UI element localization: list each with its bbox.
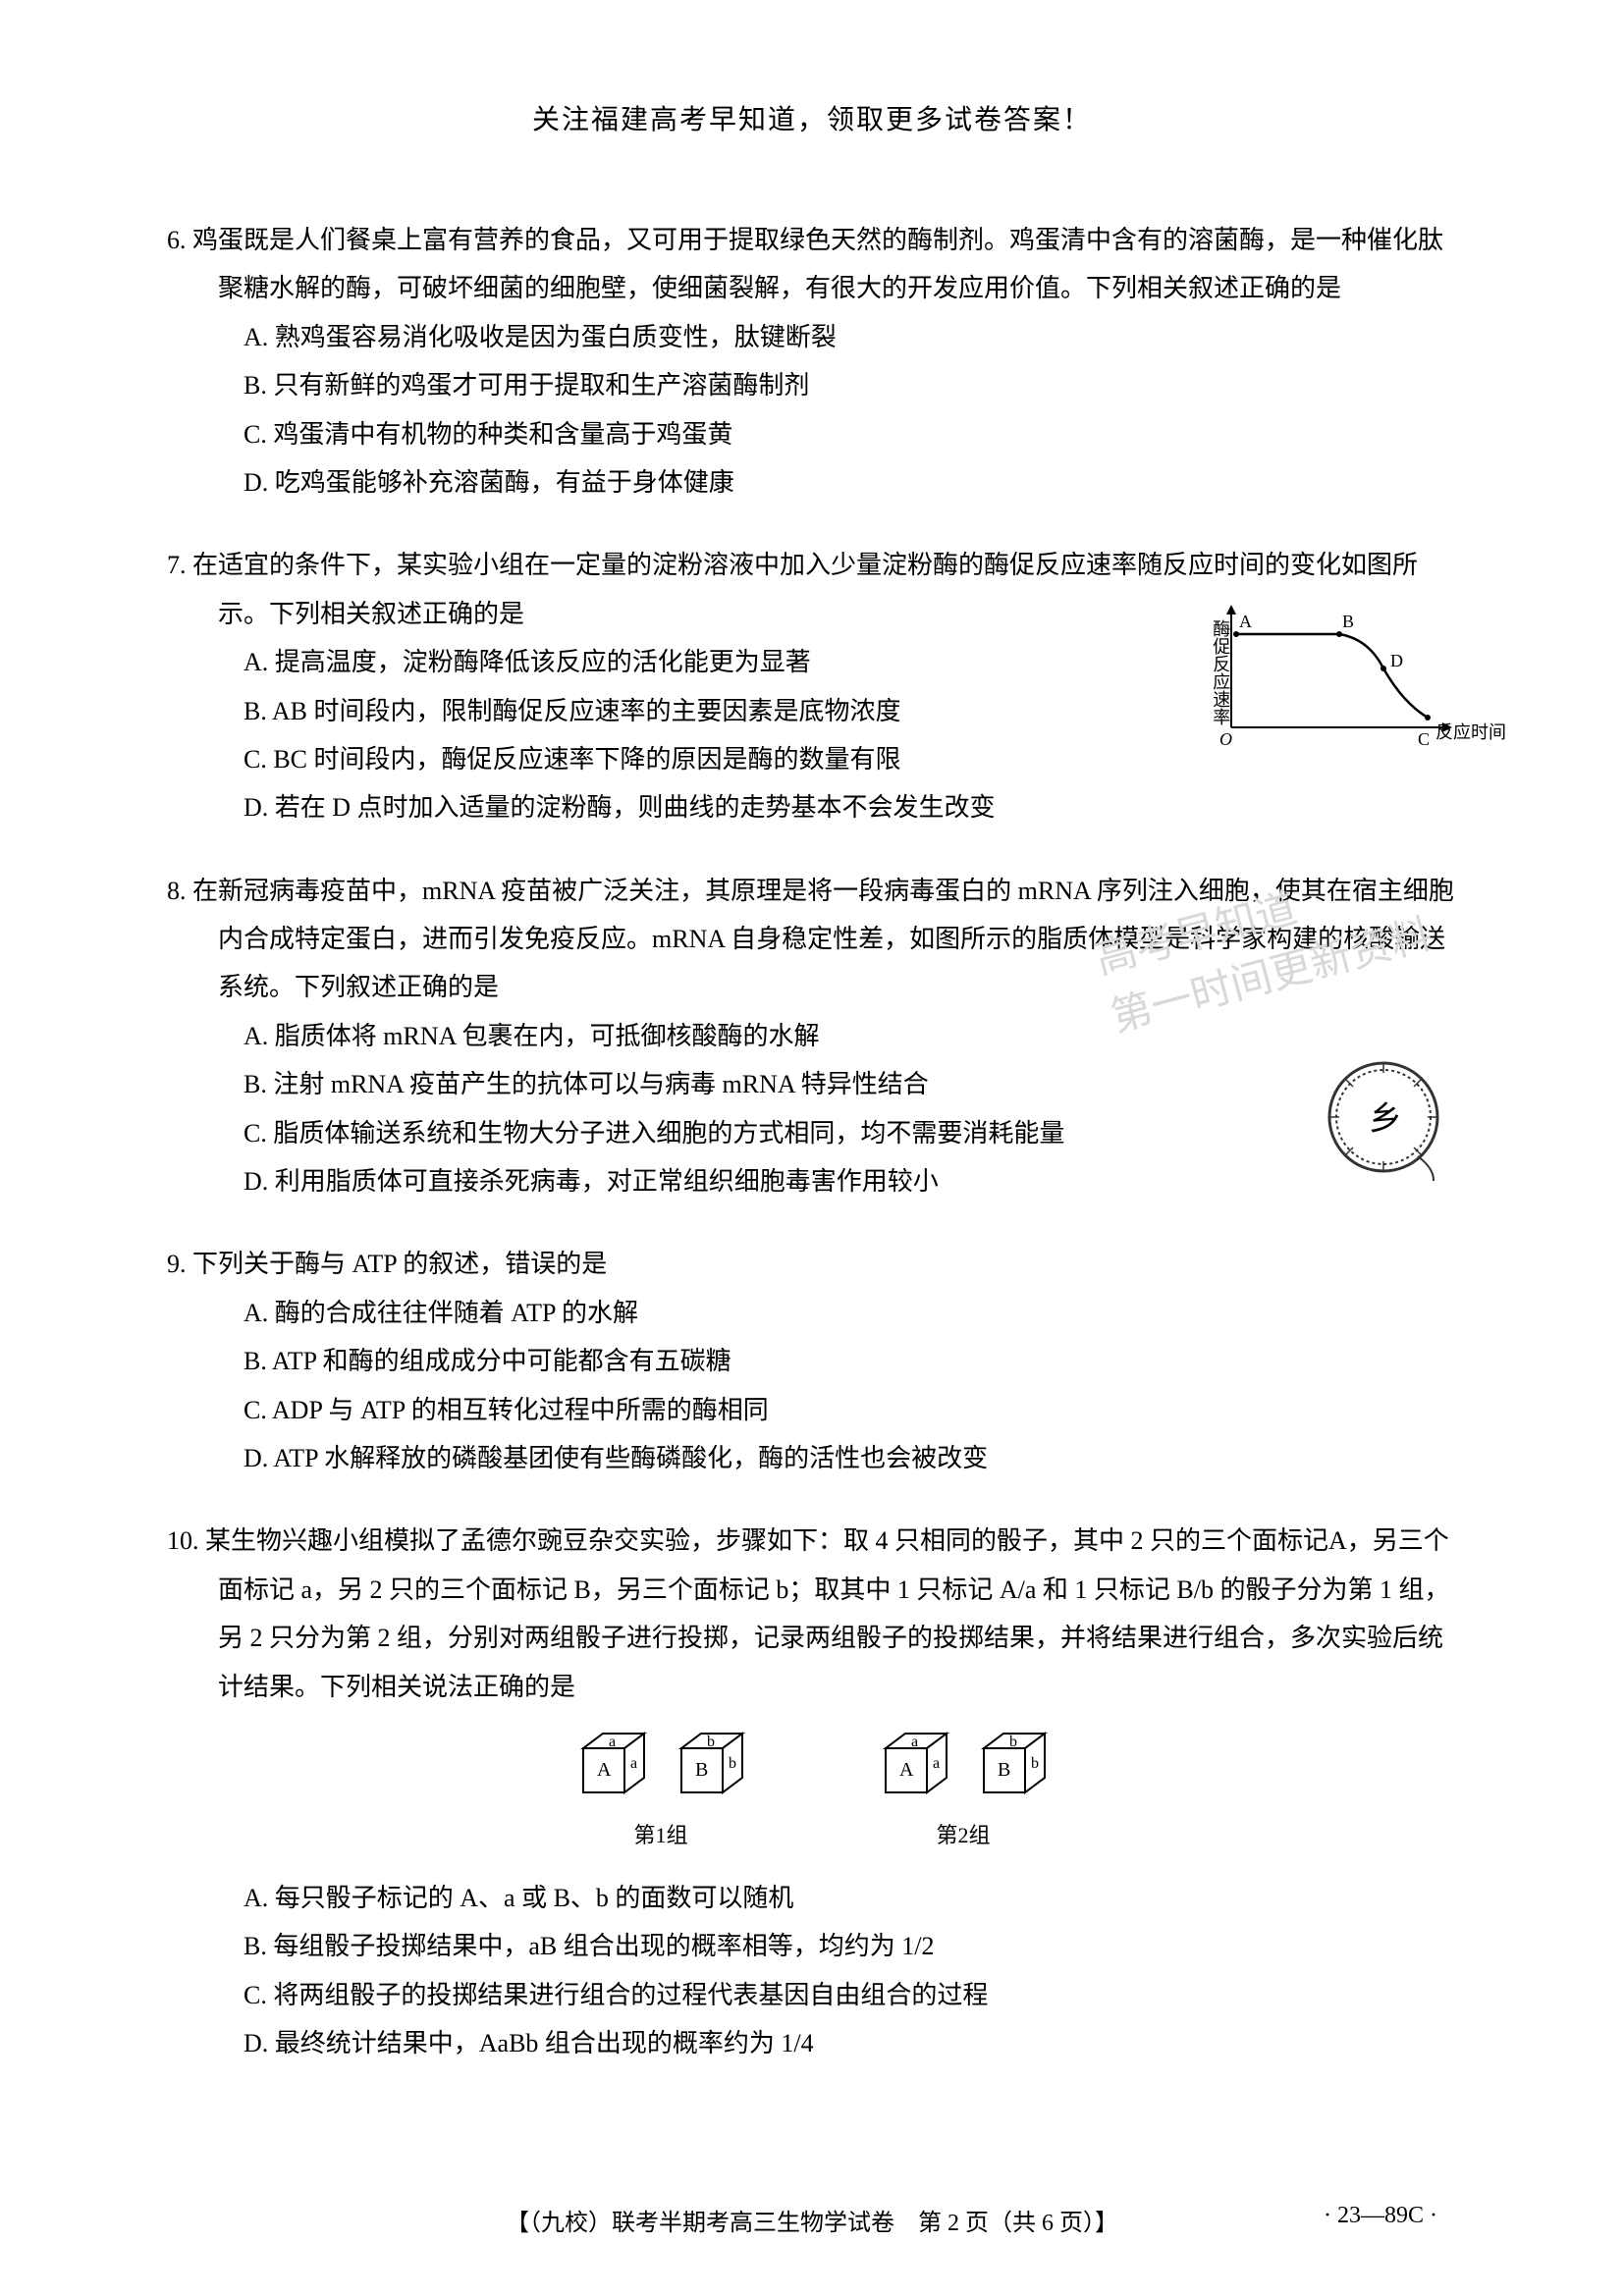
question-7: 7. 在适宜的条件下，某实验小组在一定量的淀粉溶液中加入少量淀粉酶的酶促反应速率… [167, 541, 1457, 831]
chart-point-d: D [1390, 651, 1403, 670]
dice-2-2: b B b [974, 1729, 1051, 1805]
chart-point-b: B [1342, 612, 1354, 631]
q10-stem: 10. 某生物兴趣小组模拟了孟德尔豌豆杂交实验，步骤如下：取 4 只相同的骰子，… [167, 1517, 1457, 1711]
header-notice: 关注福建高考早知道，领取更多试卷答案！ [167, 98, 1457, 137]
footer-text: 【（九校）联考半期考高三生物学试卷 第 2 页（共 6 页）】 [506, 2211, 1118, 2236]
liposome-icon: 乡 [1320, 1053, 1447, 1181]
d12-top: b [707, 1734, 715, 1750]
q10-option-b: B. 每组骰子投掷结果中，aB 组合出现的概率相等，均约为 1/2 [167, 1922, 1457, 1970]
d22-top: b [1009, 1734, 1017, 1750]
q6-option-b: B. 只有新鲜的鸡蛋才可用于提取和生产溶菌酶制剂 [167, 361, 1457, 409]
d11-top: a [609, 1734, 616, 1750]
d12-right: b [729, 1755, 736, 1772]
page-footer: 【（九校）联考半期考高三生物学试卷 第 2 页（共 6 页）】 · 23—89C… [0, 2203, 1624, 2237]
q7-option-a: A. 提高温度，淀粉酶降低该反应的活化能更为显著 [167, 638, 1148, 686]
q6-option-d: D. 吃鸡蛋能够补充溶菌酶，有益于身体健康 [167, 458, 1457, 507]
q7-option-b: B. AB 时间段内，限制酶促反应速率的主要因素是底物浓度 [167, 687, 1148, 735]
group2-label: 第2组 [936, 1815, 990, 1856]
group1-label: 第1组 [633, 1815, 687, 1856]
q10-option-c: C. 将两组骰子的投掷结果进行组合的过程代表基因自由组合的过程 [167, 1971, 1457, 2019]
q7-option-d: D. 若在 D 点时加入适量的淀粉酶，则曲线的走势基本不会发生改变 [167, 783, 1148, 831]
dice-group-1: a A a b B b [573, 1729, 748, 1856]
q7-x-axis-label: 反应时间 [1435, 716, 1506, 749]
q8-option-c: C. 脂质体输送系统和生物大分子进入细胞的方式相同，均不需要消耗能量 [167, 1109, 1264, 1157]
d21-right: a [933, 1755, 940, 1772]
dice-diagram: a A a b B b [167, 1729, 1457, 1856]
dice-group-2: a A a b B b [876, 1729, 1051, 1856]
q10-option-a: A. 每只骰子标记的 A、a 或 B、b 的面数可以随机 [167, 1874, 1457, 1922]
question-8: 8. 在新冠病毒疫苗中，mRNA 疫苗被广泛关注，其原理是将一段病毒蛋白的 mR… [167, 867, 1457, 1206]
liposome-inner-symbol: 乡 [1369, 1101, 1402, 1138]
question-9: 9. 下列关于酶与 ATP 的叙述，错误的是 A. 酶的合成往往伴随着 ATP … [167, 1240, 1457, 1482]
dice-1-2: b B b [672, 1729, 748, 1805]
chart-point-c: C [1418, 729, 1430, 749]
dice-2-1: a A a [876, 1729, 952, 1805]
question-6: 6. 鸡蛋既是人们餐桌上富有营养的食品，又可用于提取绿色天然的酶制剂。鸡蛋清中含… [167, 216, 1457, 507]
d21-top: a [911, 1734, 918, 1750]
chart-origin: O [1219, 729, 1232, 749]
q8-option-a: A. 脂质体将 mRNA 包裹在内，可抵御核酸酶的水解 [167, 1012, 1264, 1060]
q9-option-b: B. ATP 和酶的组成成分中可能都含有五碳糖 [167, 1337, 1457, 1385]
footer-code: · 23—89C · [1324, 2203, 1437, 2229]
d11-front: A [597, 1759, 612, 1781]
q7-chart: A B D C O 酶促反应速率 反应时间 [1212, 600, 1487, 767]
q6-option-c: C. 鸡蛋清中有机物的种类和含量高于鸡蛋黄 [167, 410, 1457, 458]
q8-options: A. 脂质体将 mRNA 包裹在内，可抵御核酸酶的水解 B. 注射 mRNA 疫… [167, 1012, 1264, 1206]
dice-1-1: a A a [573, 1729, 650, 1805]
q9-option-d: D. ATP 水解释放的磷酸基团使有些酶磷酸化，酶的活性也会被改变 [167, 1434, 1457, 1482]
q8-stem: 8. 在新冠病毒疫苗中，mRNA 疫苗被广泛关注，其原理是将一段病毒蛋白的 mR… [167, 867, 1457, 1012]
q9-option-a: A. 酶的合成往往伴随着 ATP 的水解 [167, 1289, 1457, 1337]
d21-front: A [899, 1759, 914, 1781]
d22-right: b [1031, 1755, 1039, 1772]
q10-option-d: D. 最终统计结果中，AaBb 组合出现的概率约为 1/4 [167, 2019, 1457, 2067]
q7-options: A. 提高温度，淀粉酶降低该反应的活化能更为显著 B. AB 时间段内，限制酶促… [167, 638, 1148, 832]
question-10: 10. 某生物兴趣小组模拟了孟德尔豌豆杂交实验，步骤如下：取 4 只相同的骰子，… [167, 1517, 1457, 2067]
d22-front: B [998, 1759, 1010, 1781]
chart-point-a: A [1239, 612, 1252, 631]
q6-option-a: A. 熟鸡蛋容易消化吸收是因为蛋白质变性，肽键断裂 [167, 313, 1457, 361]
q6-stem: 6. 鸡蛋既是人们餐桌上富有营养的食品，又可用于提取绿色天然的酶制剂。鸡蛋清中含… [167, 216, 1457, 313]
q9-stem: 9. 下列关于酶与 ATP 的叙述，错误的是 [167, 1240, 1457, 1288]
q9-option-c: C. ADP 与 ATP 的相互转化过程中所需的酶相同 [167, 1386, 1457, 1434]
liposome-diagram: 乡 [1320, 1053, 1447, 1181]
q7-option-c: C. BC 时间段内，酶促反应速率下降的原因是酶的数量有限 [167, 735, 1148, 783]
d11-right: a [630, 1755, 637, 1772]
q8-option-d: D. 利用脂质体可直接杀死病毒，对正常组织细胞毒害作用较小 [167, 1157, 1264, 1205]
q8-option-b: B. 注射 mRNA 疫苗产生的抗体可以与病毒 mRNA 特异性结合 [167, 1060, 1264, 1108]
exam-page: 关注福建高考早知道，领取更多试卷答案！ 高考早知道 第一时间更新资料 6. 鸡蛋… [0, 0, 1624, 2296]
q7-y-axis-label: 酶促反应速率 [1204, 619, 1237, 725]
d12-front: B [695, 1759, 708, 1781]
